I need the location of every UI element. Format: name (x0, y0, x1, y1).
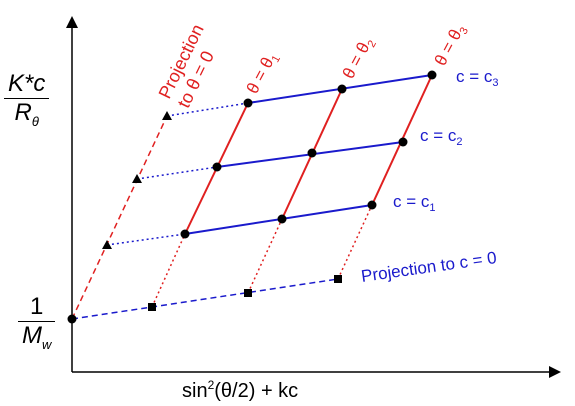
point-c1-theta1 (180, 229, 190, 239)
label-theta3: θ = θ3 (431, 21, 471, 71)
projection-theta0-label: Projection to θ = 0 (155, 17, 229, 111)
point-c3-theta2 (337, 84, 347, 94)
projection-c0-line (71, 278, 339, 320)
y-axis-label-numerator: K*c (8, 70, 46, 97)
square-marker-theta1 (148, 303, 156, 311)
projection-c0-label: Projection to c = 0 (360, 248, 498, 286)
intercept-point (67, 314, 77, 324)
theta1-dotted-extension (151, 233, 186, 308)
c3-dotted-extension (166, 102, 249, 117)
c1-dotted-extension (106, 233, 186, 246)
square-marker-theta2 (244, 289, 252, 297)
point-c3-theta1 (243, 98, 253, 108)
theta3-dotted-extension (337, 204, 373, 280)
point-c2-theta3 (398, 137, 408, 147)
c2-dotted-extension (136, 166, 218, 180)
label-theta1: θ = θ1 (243, 49, 283, 99)
triangle-marker-c3 (162, 111, 172, 120)
intercept-label-denominator: Mw (18, 321, 56, 352)
label-c3: c = c3 (456, 67, 499, 89)
point-c3-theta3 (427, 70, 437, 80)
y-axis-label-denominator: Rθ (4, 98, 50, 129)
point-c2-theta1 (212, 162, 222, 172)
square-marker-theta3 (334, 275, 342, 283)
point-c1-theta3 (367, 200, 377, 210)
label-c2: c = c2 (420, 126, 463, 148)
triangle-marker-c1 (102, 240, 112, 249)
point-c2-theta2 (307, 148, 317, 158)
x-axis-label: sin2(θ/2) + kc (182, 378, 298, 402)
intercept-label: 1 Mw (18, 293, 56, 352)
projection-theta0-line (71, 115, 168, 320)
triangle-marker-c2 (132, 174, 142, 183)
y-axis-label: K*c Rθ (4, 70, 50, 129)
theta2-dotted-extension (247, 218, 283, 294)
label-theta2: θ = θ2 (339, 34, 379, 84)
intercept-label-numerator: 1 (30, 293, 44, 320)
point-c1-theta2 (277, 214, 287, 224)
label-c1: c = c1 (393, 192, 436, 214)
